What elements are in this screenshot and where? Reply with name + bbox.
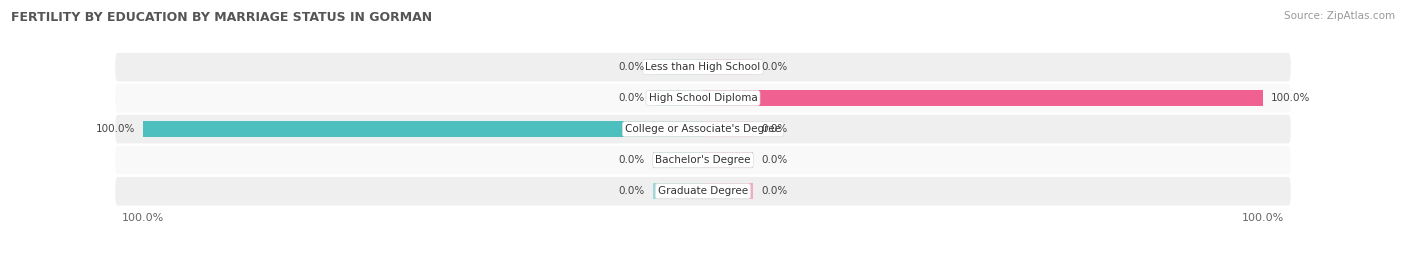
Text: High School Diploma: High School Diploma bbox=[648, 93, 758, 103]
Text: 0.0%: 0.0% bbox=[762, 155, 787, 165]
FancyBboxPatch shape bbox=[115, 177, 1291, 206]
Text: 0.0%: 0.0% bbox=[619, 62, 644, 72]
Text: 0.0%: 0.0% bbox=[762, 124, 787, 134]
Text: 100.0%: 100.0% bbox=[96, 124, 135, 134]
Text: FERTILITY BY EDUCATION BY MARRIAGE STATUS IN GORMAN: FERTILITY BY EDUCATION BY MARRIAGE STATU… bbox=[11, 11, 433, 24]
FancyBboxPatch shape bbox=[115, 84, 1291, 112]
Bar bbox=[652, 152, 703, 168]
Bar bbox=[703, 90, 1263, 106]
Text: 0.0%: 0.0% bbox=[619, 155, 644, 165]
Text: 0.0%: 0.0% bbox=[762, 186, 787, 196]
FancyBboxPatch shape bbox=[115, 146, 1291, 174]
Text: Bachelor's Degree: Bachelor's Degree bbox=[655, 155, 751, 165]
Text: 0.0%: 0.0% bbox=[619, 186, 644, 196]
Text: 100.0%: 100.0% bbox=[1271, 93, 1310, 103]
Text: 0.0%: 0.0% bbox=[762, 62, 787, 72]
Text: College or Associate's Degree: College or Associate's Degree bbox=[626, 124, 780, 134]
Bar bbox=[652, 59, 703, 75]
Text: 0.0%: 0.0% bbox=[619, 93, 644, 103]
Text: Graduate Degree: Graduate Degree bbox=[658, 186, 748, 196]
Bar bbox=[703, 152, 754, 168]
FancyBboxPatch shape bbox=[115, 53, 1291, 81]
Text: Source: ZipAtlas.com: Source: ZipAtlas.com bbox=[1284, 11, 1395, 21]
FancyBboxPatch shape bbox=[115, 115, 1291, 143]
Bar bbox=[652, 183, 703, 199]
Bar bbox=[703, 121, 754, 137]
Text: Less than High School: Less than High School bbox=[645, 62, 761, 72]
Legend: Married, Unmarried: Married, Unmarried bbox=[614, 266, 792, 269]
Bar bbox=[652, 90, 703, 106]
Bar bbox=[143, 121, 703, 137]
Bar bbox=[703, 59, 754, 75]
Bar bbox=[703, 183, 754, 199]
